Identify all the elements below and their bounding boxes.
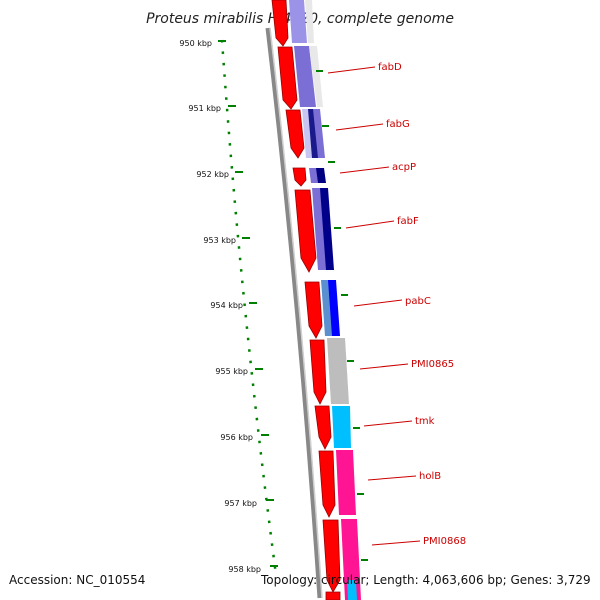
label-leader-line xyxy=(371,540,421,546)
gene-label-acpp: acpP xyxy=(392,162,416,173)
forward-strand-genes xyxy=(271,0,341,600)
gene-arrow xyxy=(277,46,298,110)
gene-arrow xyxy=(304,281,323,339)
gene-arrow xyxy=(294,189,317,273)
kbp-label: 954 kbp xyxy=(210,301,243,310)
outer-track xyxy=(305,0,357,600)
gene-arrow xyxy=(309,339,327,405)
cog-strip xyxy=(294,46,316,107)
gene-arrow xyxy=(285,109,305,159)
cog-strip xyxy=(332,406,351,448)
cog-strip xyxy=(320,188,334,270)
label-leader-line xyxy=(353,299,403,307)
gene-label-holb: holB xyxy=(419,471,441,482)
gene-label-pmi0865: PMI0865 xyxy=(411,359,454,370)
gene-arrow xyxy=(292,167,307,187)
kbp-label: 955 kbp xyxy=(215,367,248,376)
kbp-label: 958 kbp xyxy=(228,565,261,574)
reverse-scale-ticks xyxy=(316,70,368,561)
gene-labels: fabD fabG acpP fabF pabC PMI0865 tmk hol… xyxy=(327,62,466,547)
cog-strip xyxy=(336,450,356,515)
label-leader-line xyxy=(345,220,395,229)
gene-arrow xyxy=(318,450,336,518)
kbp-label: 951 kbp xyxy=(188,104,221,113)
label-leader-line xyxy=(363,420,413,427)
accession-text: Accession: NC_010554 xyxy=(9,573,146,587)
kbp-label: 953 kbp xyxy=(203,236,236,245)
cog-strip xyxy=(328,280,340,336)
outer-track-segment xyxy=(305,0,314,43)
cog-strip xyxy=(312,188,327,270)
genome-backbone-highlight xyxy=(269,27,323,599)
scale-dotted-line xyxy=(220,39,278,576)
genome-backbone xyxy=(265,27,323,599)
topology-text: Topology: circular; Length: 4,063,606 bp… xyxy=(261,573,591,587)
cog-color-strips xyxy=(289,0,361,600)
gene-label-fabg: fabG xyxy=(386,119,410,130)
gene-label-fabf: fabF xyxy=(397,216,419,227)
outer-track-segment xyxy=(347,580,357,600)
label-leader-line xyxy=(327,66,376,74)
cog-strip xyxy=(313,109,325,158)
kbp-label: 952 kbp xyxy=(196,170,229,179)
gene-label-pmi0868: PMI0868 xyxy=(423,536,466,547)
kbp-scale: 950 kbp 951 kbp 952 kbp 953 kbp 954 kbp … xyxy=(179,39,278,574)
kbp-label: 956 kbp xyxy=(220,433,253,442)
kbp-label: 950 kbp xyxy=(179,39,212,48)
gene-arrow xyxy=(322,519,341,593)
cog-strip xyxy=(341,519,361,600)
outer-track-segment xyxy=(309,46,323,107)
gene-label-fabd: fabD xyxy=(378,62,402,73)
label-leader-line xyxy=(359,363,409,370)
kbp-label: 957 kbp xyxy=(224,499,257,508)
gene-arrow xyxy=(314,405,332,450)
label-leader-line xyxy=(335,123,384,131)
cog-strip xyxy=(316,168,326,183)
cog-strip xyxy=(289,0,307,43)
label-leader-line xyxy=(339,166,390,174)
gene-arrow xyxy=(271,0,289,47)
label-leader-line xyxy=(367,475,417,481)
gene-arrow xyxy=(325,591,341,600)
gene-label-pabc: pabC xyxy=(405,296,431,307)
gene-label-tmk: tmk xyxy=(415,416,435,427)
cog-strip xyxy=(327,338,349,404)
